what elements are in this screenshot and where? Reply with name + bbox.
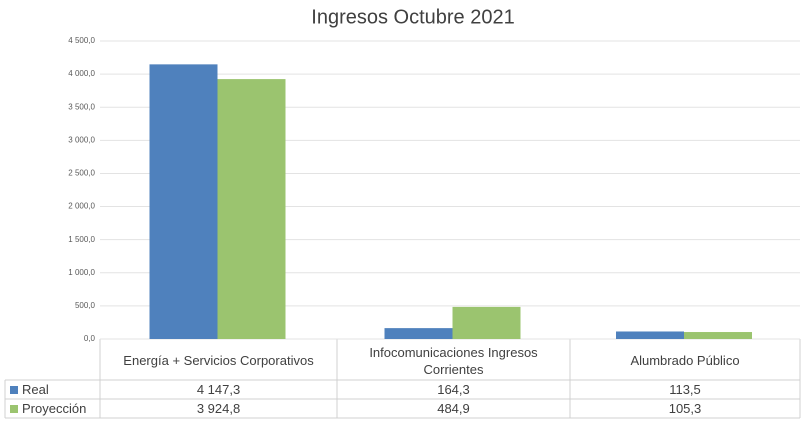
bar <box>384 328 453 339</box>
y-tick-label: 500,0 <box>75 301 96 310</box>
y-tick-label: 2 500,0 <box>68 169 95 178</box>
legend-entry: Real <box>5 380 49 399</box>
data-table-borders <box>4 339 801 419</box>
bar <box>217 79 286 340</box>
bar <box>149 64 218 340</box>
data-table-value: 113,5 <box>669 382 701 397</box>
data-table-value: 4 147,3 <box>196 382 241 397</box>
y-tick-label: 2 000,0 <box>68 202 95 211</box>
y-tick-label: 0,0 <box>84 334 96 343</box>
x-category-label: Energía + Servicios Corporativos <box>123 353 314 368</box>
y-tick-label: 4 500,0 <box>68 36 95 45</box>
x-category-label: Infocomunicaciones Ingresos Corrientes <box>369 344 538 377</box>
data-table-value: 164,3 <box>437 382 470 397</box>
data-table-value: 3 924,8 <box>196 401 241 416</box>
legend-swatch <box>10 385 18 394</box>
chart-title: Ingresos Octubre 2021 <box>311 6 514 28</box>
y-tick-label: 4 000,0 <box>68 69 95 78</box>
bar <box>616 331 684 339</box>
legend-entry: Proyección <box>5 399 86 418</box>
y-tick-label: 3 500,0 <box>68 102 95 111</box>
bar <box>452 306 521 339</box>
data-table-value: 105,3 <box>668 401 702 416</box>
y-tick-label: 1 000,0 <box>68 268 95 277</box>
data-table-value: 484,9 <box>437 401 470 416</box>
x-category-label: Alumbrado Público <box>630 353 740 368</box>
y-tick-label: 3 000,0 <box>68 135 95 144</box>
y-tick-label: 1 500,0 <box>68 235 95 244</box>
legend-label: Proyección <box>22 401 87 416</box>
bar <box>684 332 752 339</box>
legend-label: Real <box>22 382 49 397</box>
legend-swatch <box>10 404 18 413</box>
